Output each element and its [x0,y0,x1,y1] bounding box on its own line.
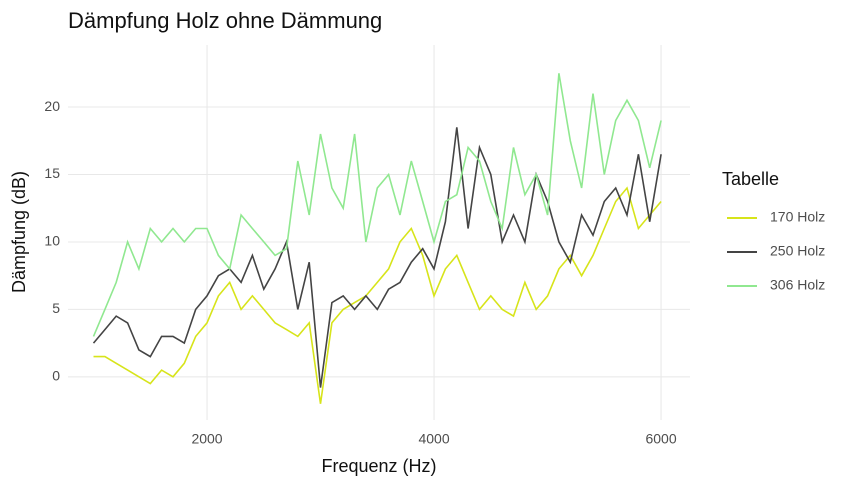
x-axis-label: Frequenz (Hz) [321,456,436,476]
y-tick-label: 20 [44,98,60,114]
series-line [92,127,662,388]
legend-title: Tabelle [722,169,779,189]
grid [68,45,690,420]
lines [92,73,662,404]
legend-label: 170 Holz [770,209,825,225]
legend-label: 250 Holz [770,243,825,259]
y-tick-label: 10 [44,233,60,249]
x-tick-label: 6000 [645,431,676,447]
y-axis-label: Dämpfung (dB) [9,171,29,293]
y-tick-label: 0 [52,368,60,384]
x-tick-label: 4000 [418,431,449,447]
y-tick-label: 15 [44,165,60,181]
chart-title: Dämpfung Holz ohne Dämmung [68,8,382,33]
series-line [93,186,662,404]
x-tick-label: 2000 [191,431,222,447]
legend-label: 306 Holz [770,277,825,293]
y-tick-label: 5 [52,300,60,316]
series-line [92,73,662,337]
